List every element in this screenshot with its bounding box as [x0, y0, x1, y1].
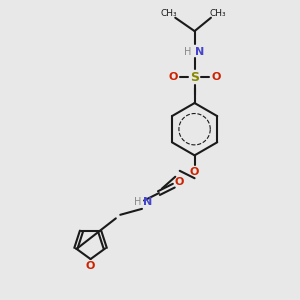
Text: O: O — [169, 72, 178, 82]
Text: O: O — [85, 261, 94, 271]
Text: S: S — [190, 71, 199, 84]
Text: CH₃: CH₃ — [209, 9, 226, 18]
Text: O: O — [190, 167, 199, 177]
Text: CH₃: CH₃ — [160, 9, 177, 18]
Text: O: O — [174, 177, 184, 187]
Text: O: O — [211, 72, 221, 82]
Text: H: H — [184, 47, 192, 57]
Text: N: N — [143, 197, 152, 207]
Text: N: N — [195, 47, 205, 57]
Text: H: H — [134, 197, 142, 207]
